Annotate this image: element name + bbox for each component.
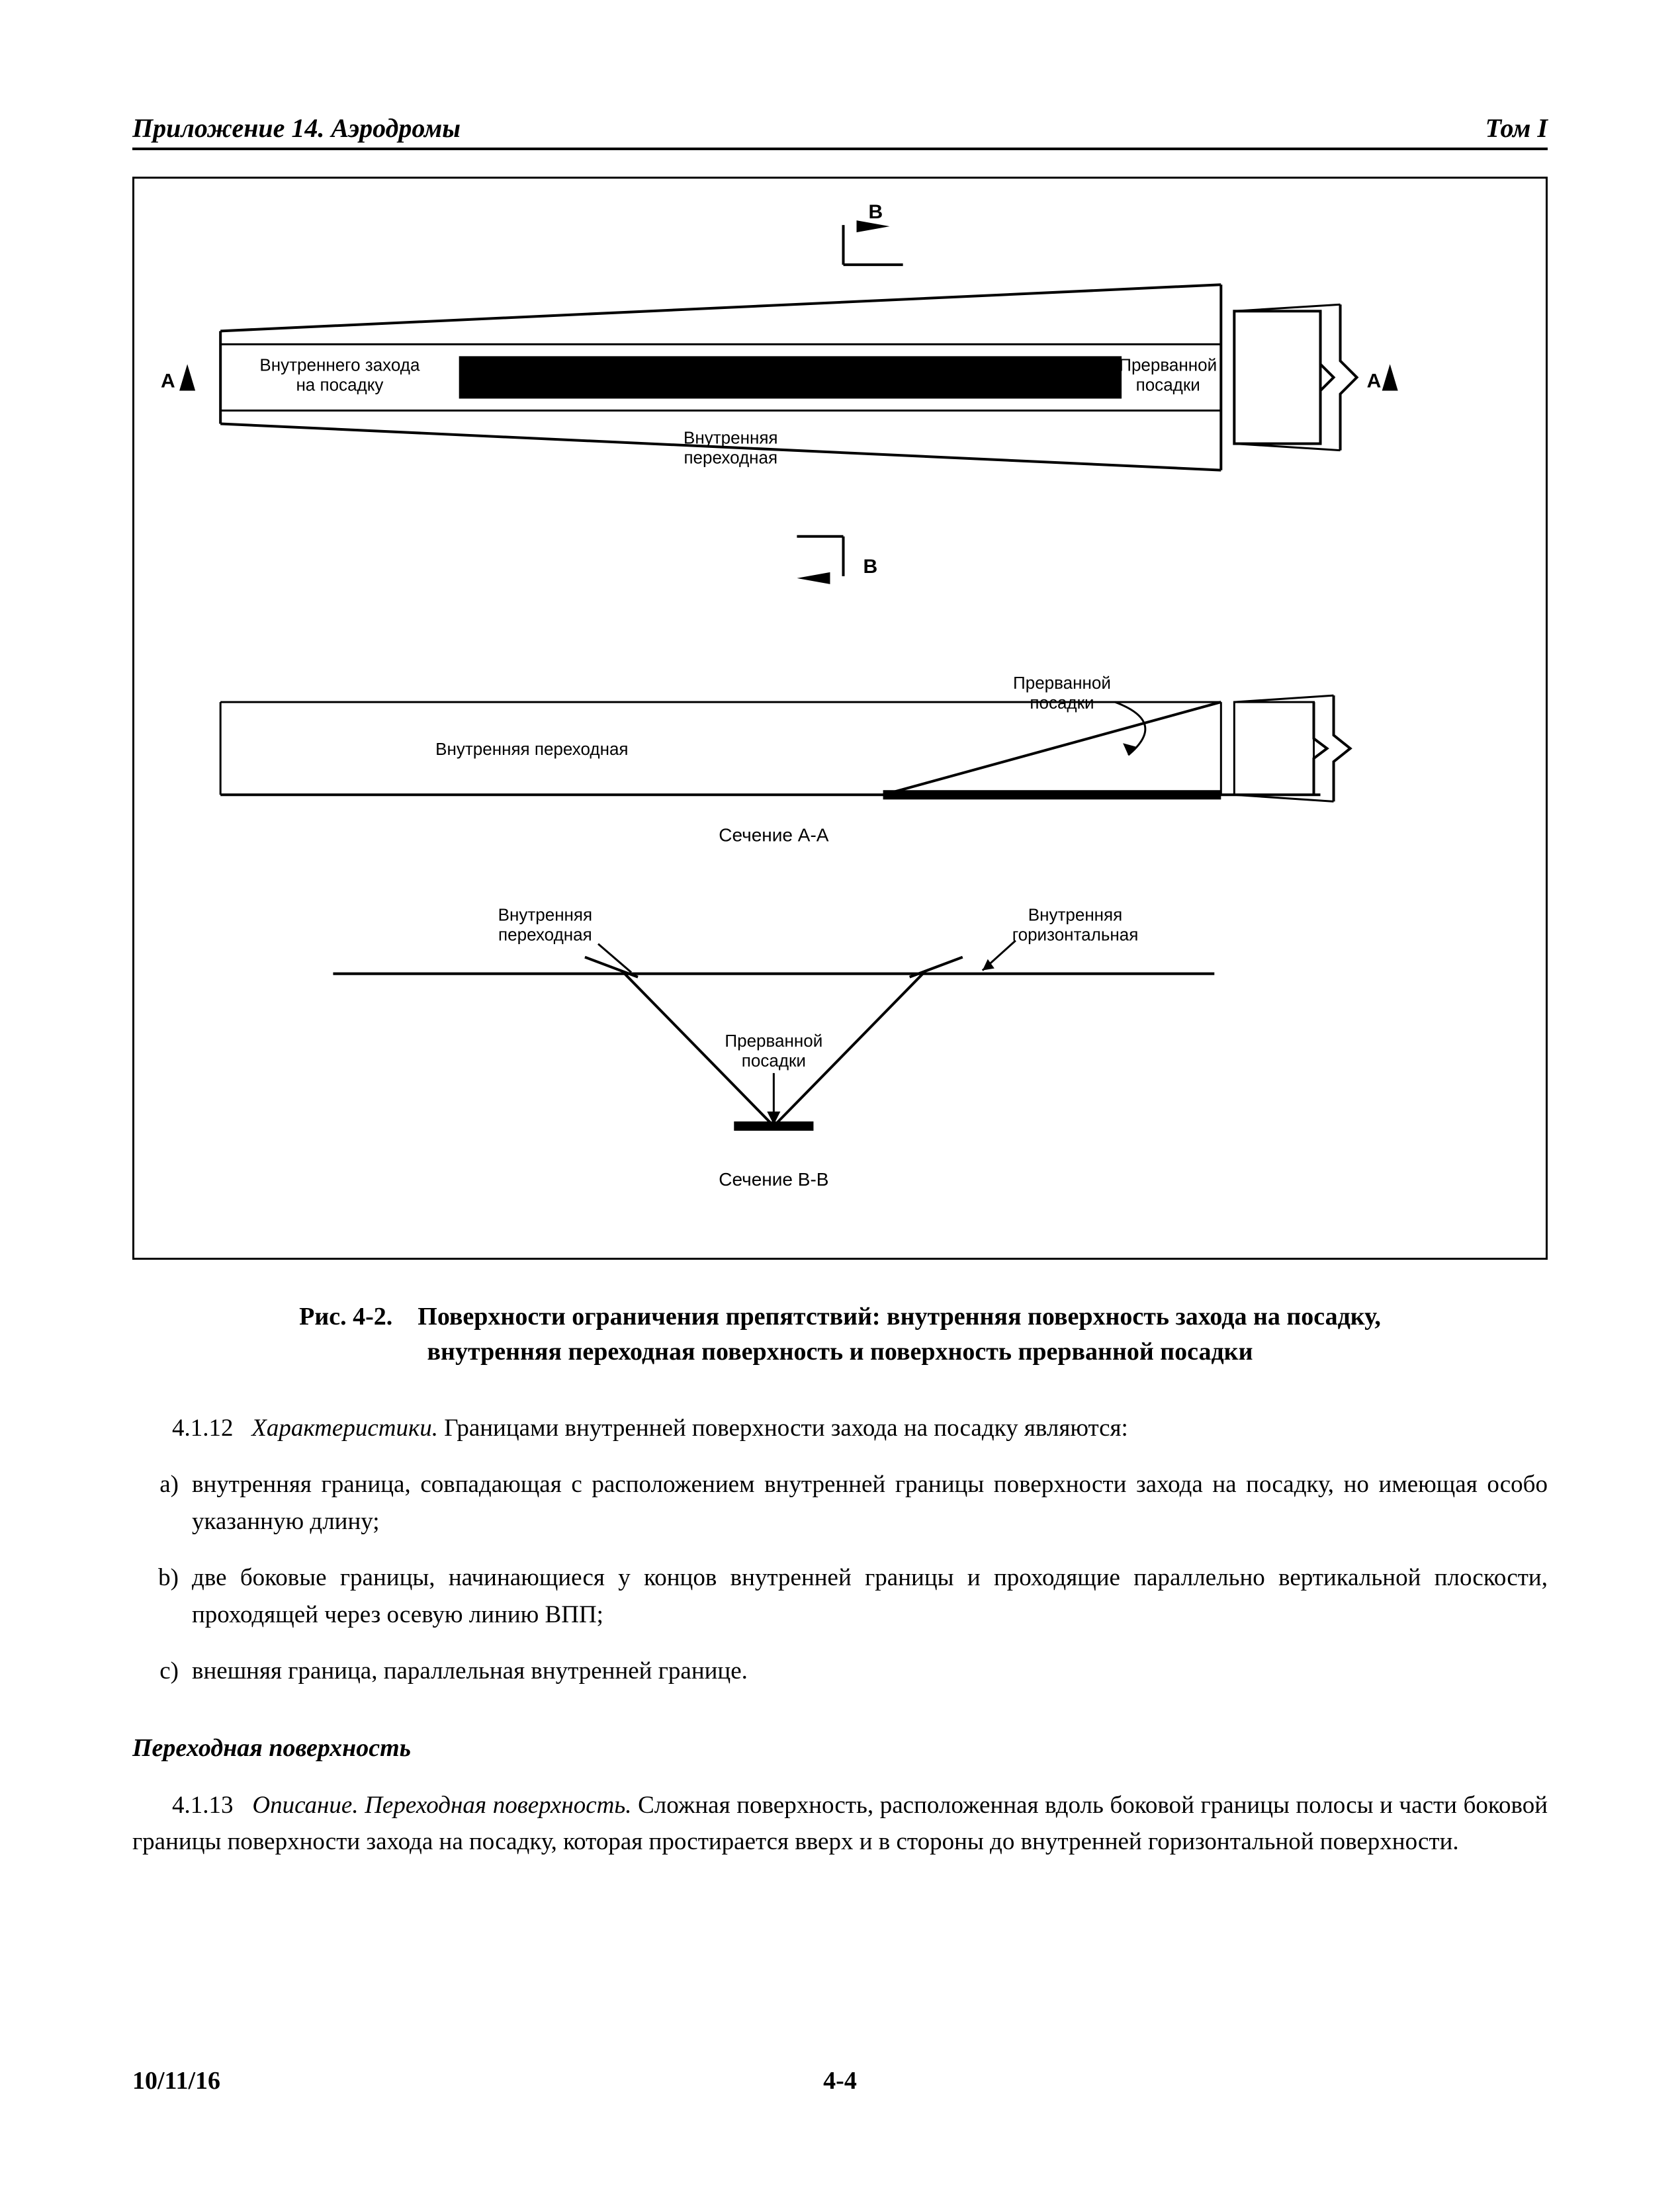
para-lead: Описание. Переходная поверхность. <box>252 1792 631 1819</box>
body-text: 4.1.12 Характеристики. Границами внутрен… <box>132 1410 1548 1860</box>
caption-line1: Поверхности ограничения препятствий: вну… <box>418 1303 1381 1331</box>
section-bb: Внутренняя переходная Внутренняя горизон… <box>333 905 1214 1190</box>
label-inner-approach-2: на посадку <box>296 374 383 394</box>
header-right: Том I <box>1485 112 1548 144</box>
a-right-marker: A <box>1367 364 1398 392</box>
para-4-1-12: 4.1.12 Характеристики. Границами внутрен… <box>132 1410 1548 1447</box>
label-A-right: A <box>1367 370 1382 392</box>
label-B-top: B <box>869 201 883 223</box>
list-text: внутренняя граница, совпадающая с распол… <box>192 1466 1548 1540</box>
runway-bar <box>459 356 1122 398</box>
section-aa: Внутренняя переходная Прерванной посадки… <box>220 673 1350 845</box>
svg-text:Внутренняя: Внутренняя <box>1028 905 1123 925</box>
footer-date: 10/11/16 <box>132 2066 604 2095</box>
label-balked-2: посадки <box>1136 374 1200 394</box>
svg-text:Прерванной: Прерванной <box>1013 673 1111 693</box>
list-marker: b) <box>132 1559 192 1633</box>
svg-text:Внутренняя: Внутренняя <box>498 905 593 925</box>
svg-text:переходная: переходная <box>498 925 592 945</box>
label-inner-trans-2: переходная <box>684 448 777 468</box>
list-item-a: a) внутренняя граница, совпадающая с рас… <box>132 1466 1548 1540</box>
aa-title: Сечение A-A <box>719 824 829 845</box>
svg-text:посадки: посадки <box>742 1051 806 1071</box>
figure-caption: Рис. 4-2. Поверхности ограничения препят… <box>132 1299 1548 1370</box>
para-4-1-13: 4.1.13 Описание. Переходная поверхность.… <box>132 1787 1548 1860</box>
b-bottom-marker: B <box>797 537 877 584</box>
figure-4-2: B <box>132 177 1548 1260</box>
label-balked-1: Прерванной <box>1119 355 1217 374</box>
list-text: две боковые границы, начинающиеся у конц… <box>192 1559 1548 1633</box>
plan-view: B <box>161 201 1398 584</box>
svg-text:посадки: посадки <box>1030 693 1094 713</box>
list-text: внешняя граница, параллельная внутренней… <box>192 1653 1548 1690</box>
para-text: Границами внутренней поверхности захода … <box>444 1415 1128 1442</box>
svg-text:Прерванной: Прерванной <box>725 1031 822 1051</box>
list-marker: c) <box>132 1653 192 1690</box>
footer-page: 4-4 <box>604 2066 1076 2095</box>
label-inner-trans-1: Внутренняя <box>684 428 778 448</box>
para-lead: Характеристики. <box>251 1415 438 1442</box>
svg-text:горизонтальная: горизонтальная <box>1012 925 1139 945</box>
a-left-marker: A <box>161 364 195 392</box>
aa-inner-trans: Внутренняя переходная <box>435 739 628 759</box>
list-item-c: c) внешняя граница, параллельная внутрен… <box>132 1653 1548 1690</box>
list-marker: a) <box>132 1466 192 1540</box>
figure-svg: B <box>134 179 1546 1252</box>
para-num: 4.1.13 <box>172 1792 234 1819</box>
list-item-b: b) две боковые границы, начинающиеся у к… <box>132 1559 1548 1633</box>
header-left: Приложение 14. Аэродромы <box>132 112 461 144</box>
balked-landing-right <box>1234 304 1356 450</box>
label-inner-approach-1: Внутреннего захода <box>259 355 420 374</box>
para-num: 4.1.12 <box>172 1415 234 1442</box>
section-heading: Переходная поверхность <box>132 1729 1548 1767</box>
bb-title: Сечение B-B <box>719 1169 828 1190</box>
page-header: Приложение 14. Аэродромы Том I <box>132 112 1548 150</box>
b-top-marker: B <box>844 201 903 265</box>
page-footer: 10/11/16 4-4 <box>132 2066 1548 2095</box>
caption-prefix: Рис. 4-2. <box>299 1303 392 1331</box>
label-B-bottom: B <box>863 556 878 578</box>
label-A-left: A <box>161 370 175 392</box>
caption-line2: внутренняя переходная поверхность и пове… <box>427 1338 1253 1366</box>
